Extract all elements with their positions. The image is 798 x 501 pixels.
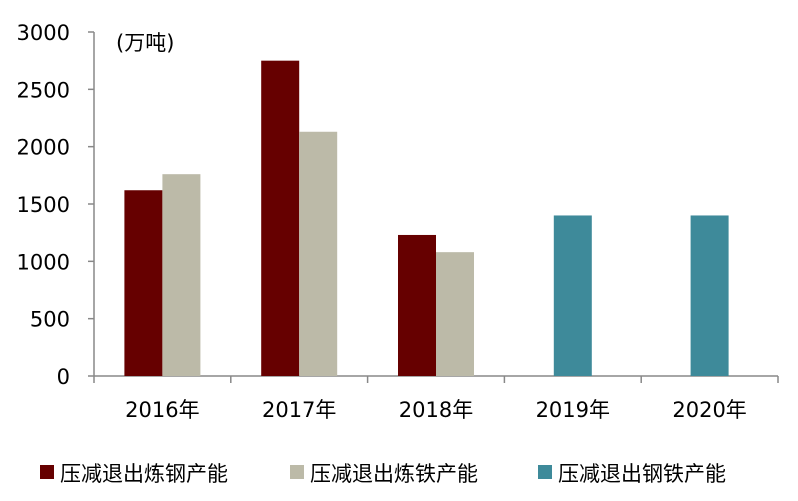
y-tick-label: 500 bbox=[30, 308, 70, 332]
x-axis-ticks bbox=[93, 376, 779, 383]
y-axis-ticks: 0 500 1000 1500 2000 2500 3000 bbox=[17, 21, 94, 389]
legend-swatch bbox=[290, 465, 304, 479]
category-labels: 2016年 2017年 2018年 2019年 2020年 bbox=[125, 398, 747, 422]
unit-label: (万吨) bbox=[116, 31, 174, 55]
legend-label: 压减退出炼铁产能 bbox=[310, 462, 478, 486]
y-tick-label: 1500 bbox=[17, 193, 70, 217]
bar-1-2 bbox=[261, 60, 300, 377]
bar-2-3 bbox=[436, 252, 474, 376]
bar-1-1 bbox=[124, 190, 163, 376]
bar-3-5 bbox=[690, 215, 729, 376]
bar-1-3 bbox=[398, 234, 436, 376]
category-label: 2017年 bbox=[262, 398, 336, 422]
y-tick-label: 0 bbox=[57, 365, 70, 389]
legend: 压减退出炼钢产能 压减退出炼铁产能 压减退出钢铁产能 bbox=[40, 462, 726, 486]
category-label: 2020年 bbox=[672, 398, 746, 422]
category-label: 2019年 bbox=[536, 398, 610, 422]
bar-2-1 bbox=[162, 174, 201, 376]
y-tick-label: 2500 bbox=[17, 78, 70, 102]
legend-swatch bbox=[40, 465, 54, 479]
legend-label: 压减退出炼钢产能 bbox=[60, 462, 228, 486]
bar-2-2 bbox=[299, 131, 338, 376]
bar-3-4 bbox=[553, 215, 592, 376]
bars bbox=[124, 60, 729, 377]
category-label: 2018年 bbox=[399, 398, 473, 422]
y-tick-label: 2000 bbox=[17, 136, 70, 160]
category-label: 2016年 bbox=[125, 398, 199, 422]
y-tick-label: 1000 bbox=[17, 250, 70, 274]
legend-label: 压减退出钢铁产能 bbox=[558, 462, 726, 486]
y-tick-label: 3000 bbox=[17, 21, 70, 45]
legend-swatch bbox=[538, 465, 552, 479]
